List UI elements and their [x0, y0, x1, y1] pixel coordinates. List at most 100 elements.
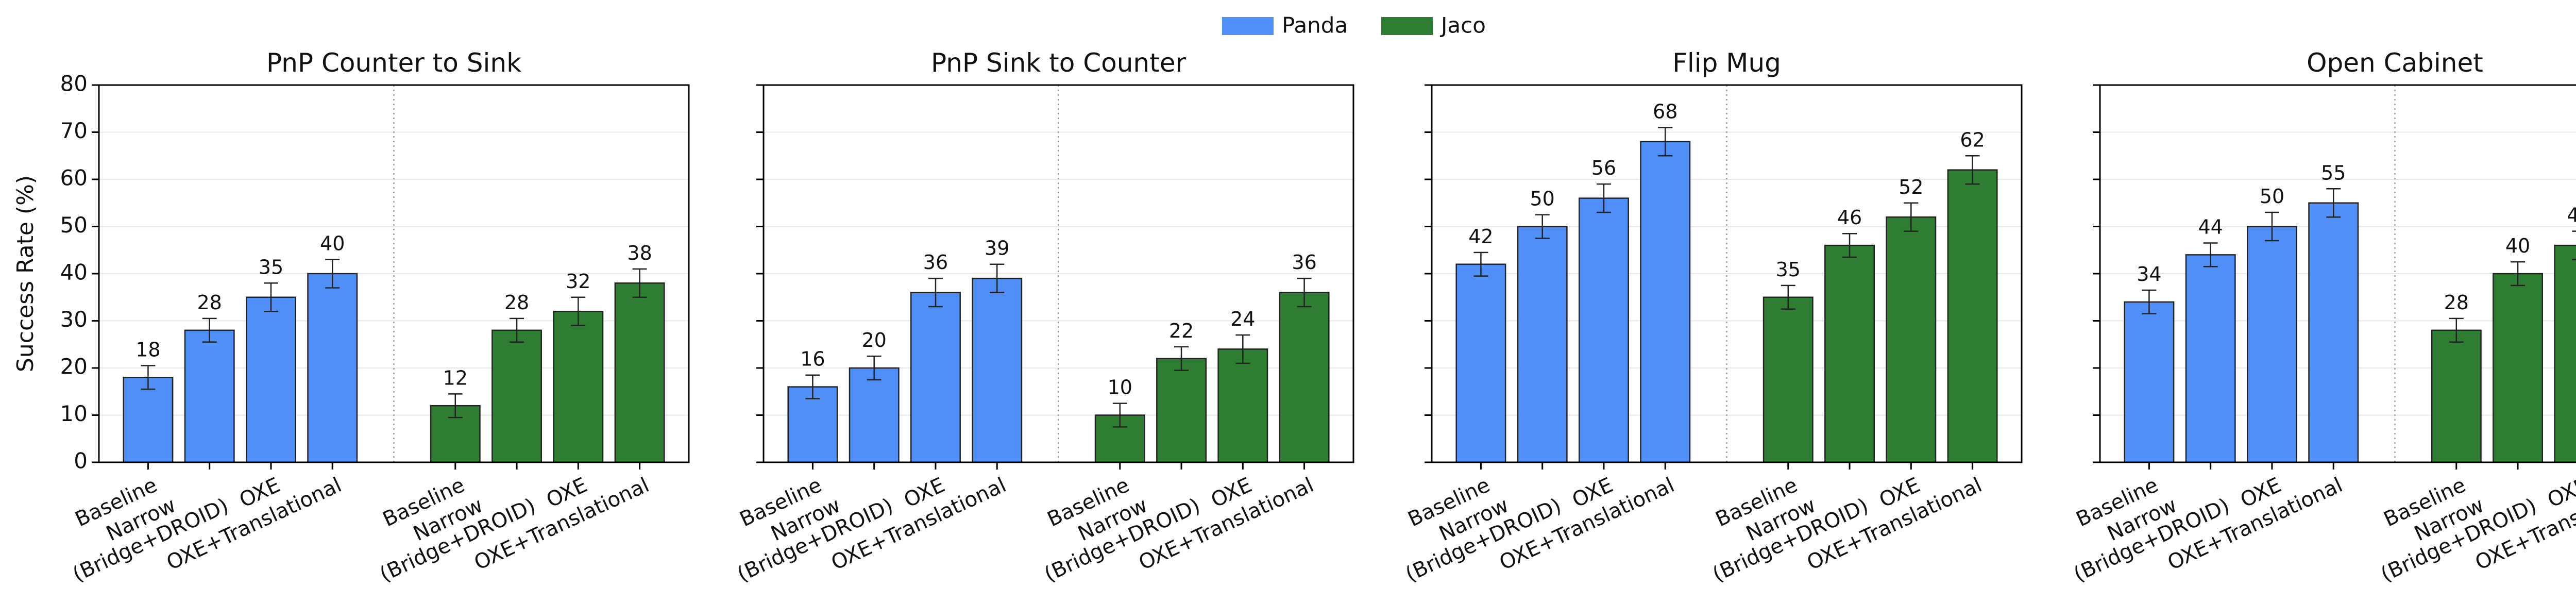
bar — [1824, 244, 1875, 463]
error-bar — [867, 355, 882, 381]
value-label: 62 — [1960, 128, 1985, 151]
error-bar — [448, 393, 463, 418]
subplot-title: PnP Counter to Sink — [266, 48, 521, 78]
error-bar — [2511, 261, 2526, 287]
y-tick-label: 50 — [60, 212, 88, 238]
subplot-title: Flip Mug — [1672, 48, 1781, 78]
legend-label: Panda — [1282, 13, 1348, 38]
error-bar — [2572, 230, 2576, 260]
bar — [2185, 254, 2236, 463]
value-label: 35 — [259, 256, 283, 278]
axes-frame — [762, 84, 1354, 463]
error-bar — [1904, 202, 1919, 232]
bar — [614, 282, 665, 463]
bar — [1762, 296, 1814, 463]
error-bar — [2264, 211, 2279, 242]
error-bar — [2449, 317, 2464, 343]
bar — [2308, 202, 2359, 463]
error-bar — [2142, 289, 2157, 315]
bar — [910, 292, 961, 463]
axes-frame — [1431, 84, 2023, 463]
error-bar — [571, 296, 586, 326]
bar — [2247, 226, 2297, 463]
bar — [2554, 244, 2576, 463]
bar — [2124, 301, 2175, 463]
error-bar — [325, 259, 340, 289]
value-label: 52 — [1899, 176, 1923, 198]
value-label: 46 — [1837, 206, 1862, 229]
value-label: 12 — [443, 366, 468, 389]
error-bar — [1473, 252, 1488, 277]
error-bar — [1658, 127, 1673, 157]
error-bar — [202, 317, 217, 343]
error-bar — [1535, 214, 1550, 239]
bar — [307, 273, 358, 463]
value-label: 28 — [197, 291, 222, 314]
error-bar — [510, 317, 524, 343]
legend-swatch — [1222, 17, 1274, 35]
value-label: 18 — [135, 338, 160, 361]
value-label: 40 — [2505, 234, 2530, 257]
y-tick-label: 60 — [60, 165, 88, 191]
bar — [184, 329, 235, 463]
subplot-title: Open Cabinet — [2307, 48, 2483, 78]
bar — [2431, 329, 2482, 463]
value-label: 42 — [1468, 225, 1493, 248]
value-label: 16 — [800, 348, 825, 371]
value-label: 56 — [1591, 157, 1616, 179]
error-bar — [1781, 284, 1795, 310]
y-axis-label: Success Rate (%) — [12, 175, 39, 372]
bar — [1517, 226, 1568, 463]
value-label: 46 — [2567, 204, 2576, 227]
bar — [1455, 263, 1506, 463]
error-bar — [2326, 188, 2341, 218]
bar — [1217, 348, 1268, 463]
axes-frame — [98, 84, 690, 463]
error-bar — [1596, 183, 1611, 213]
value-label: 55 — [2321, 161, 2346, 184]
y-tick-label: 0 — [74, 448, 88, 474]
value-label: 22 — [1169, 320, 1194, 342]
value-label: 39 — [985, 237, 1009, 260]
error-bar — [1112, 403, 1127, 428]
value-label: 50 — [1530, 188, 1555, 210]
value-label: 36 — [923, 251, 948, 274]
error-bar — [1174, 346, 1189, 371]
value-label: 35 — [1776, 258, 1801, 281]
error-bar — [1965, 155, 1980, 185]
error-bar — [1235, 334, 1250, 364]
legend-label: Jaco — [1439, 13, 1486, 38]
legend-swatch — [1381, 17, 1433, 35]
subplot-title: PnP Sink to Counter — [931, 48, 1187, 78]
bar — [1640, 141, 1691, 463]
axes-frame — [2099, 84, 2576, 463]
error-bar — [263, 282, 278, 312]
bar — [492, 329, 542, 463]
bar — [246, 296, 296, 463]
value-label: 40 — [320, 232, 345, 255]
error-bar — [928, 277, 943, 308]
error-bar — [805, 374, 820, 399]
bar — [1947, 169, 1998, 463]
error-bar — [2203, 242, 2218, 267]
value-label: 28 — [2444, 291, 2469, 314]
value-label: 38 — [627, 242, 652, 264]
error-bar — [990, 263, 1005, 293]
bar — [2493, 273, 2544, 463]
y-tick-label: 10 — [60, 401, 88, 426]
y-tick-label: 40 — [60, 260, 88, 285]
bar — [1156, 358, 1207, 463]
bar — [972, 277, 1023, 463]
error-bar — [632, 268, 647, 298]
bar — [1886, 216, 1937, 463]
bar — [1579, 197, 1629, 463]
y-tick-label: 30 — [60, 307, 88, 332]
bar — [1279, 292, 1330, 463]
value-label: 44 — [2198, 216, 2223, 239]
value-label: 10 — [1108, 376, 1132, 399]
bar — [553, 310, 604, 463]
value-label: 20 — [862, 329, 887, 351]
value-label: 68 — [1653, 100, 1677, 123]
